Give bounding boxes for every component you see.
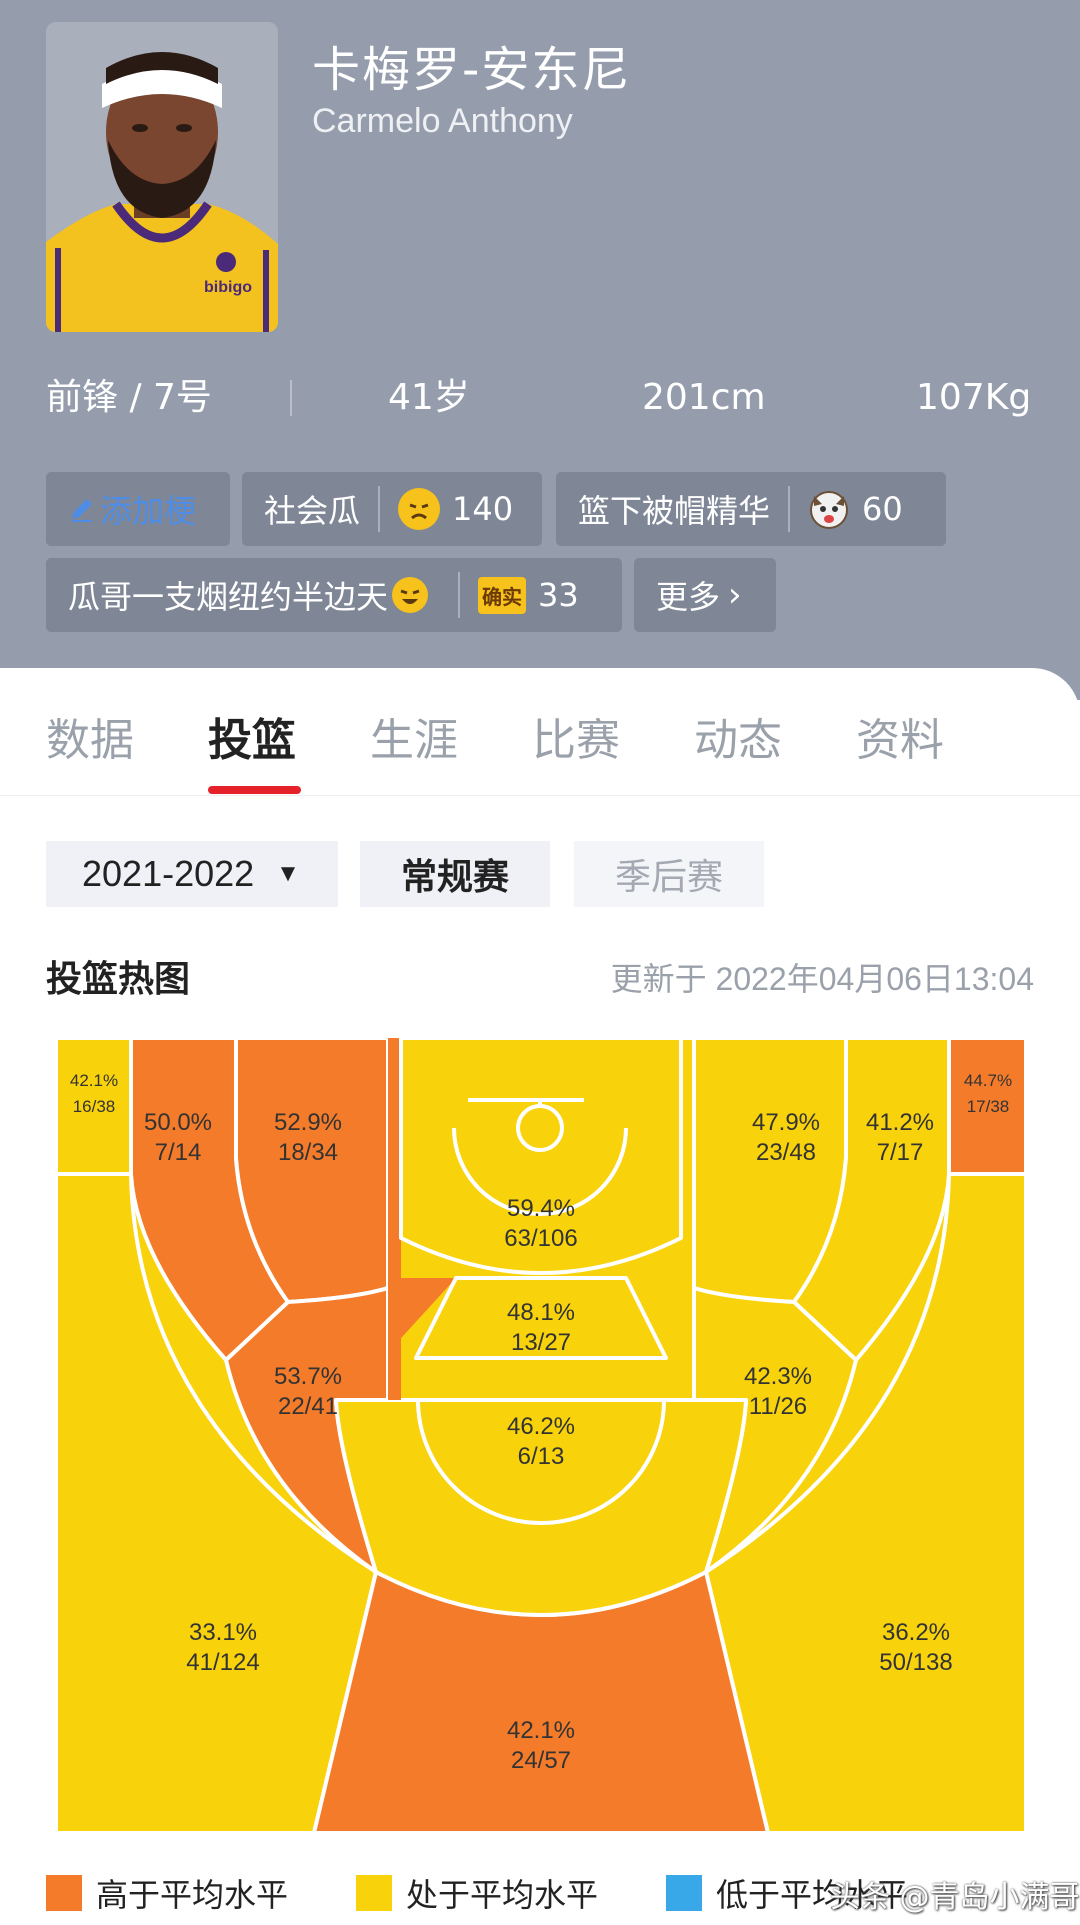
zone-label-pct: 33.1% [189, 1619, 257, 1646]
zone-label-pct: 48.1% [507, 1299, 575, 1326]
stat-height: 201cm [642, 377, 766, 418]
zone-label-pct: 42.1% [70, 1071, 118, 1090]
season-select-value: 2021-2022 [82, 853, 255, 894]
tag-item[interactable]: 社会瓜 140 [242, 472, 542, 546]
chevron-right-icon: › [728, 575, 742, 615]
player-avatar[interactable]: bibigo [46, 22, 278, 332]
heatmap-title: 投篮热图 [46, 959, 191, 1000]
facepalm-emoji-icon [398, 488, 441, 530]
tag-count: 140 [452, 490, 514, 528]
update-timestamp: 更新于 2022年04月06日13:04 [610, 961, 1034, 997]
legend-swatch [46, 1875, 82, 1911]
tag-count: 33 [538, 576, 579, 614]
zone-label-count: 17/38 [967, 1097, 1010, 1116]
zone-label-count: 41/124 [186, 1649, 259, 1676]
zone-label-count: 50/138 [879, 1649, 952, 1676]
tag-item[interactable]: 瓜哥一支烟纽约半边天 确实 33 [46, 558, 622, 632]
zone-label-count: 24/57 [511, 1747, 571, 1774]
zone-label-count: 18/34 [278, 1139, 338, 1166]
tag-text: 瓜哥一支烟纽约半边天 [68, 578, 389, 616]
shot-heatmap-court: 42.1% 16/38 50.0% 7/14 52.9% 18/34 59.4%… [56, 1038, 1026, 1833]
zone-label-pct: 59.4% [507, 1195, 575, 1222]
tab-profile[interactable]: 资料 [856, 715, 944, 766]
zone-label-pct: 52.9% [274, 1109, 342, 1136]
player-header: bibigo 卡梅罗-安东尼 Carmelo Anthony 前锋 / 7号 4… [0, 0, 1080, 700]
zone-label-pct: 47.9% [752, 1109, 820, 1136]
zone-label-pct: 42.1% [507, 1717, 575, 1744]
tag-count: 60 [862, 490, 903, 528]
zone-label-count: 11/26 [749, 1393, 807, 1420]
season-select[interactable]: 2021-2022 ▼ [46, 841, 338, 907]
player-name-en: Carmelo Anthony [312, 102, 573, 140]
zone-label-pct: 53.7% [274, 1363, 342, 1390]
laughing-emoji-icon [392, 577, 429, 613]
dog-emoji-icon [808, 488, 850, 530]
tag-divider [458, 572, 461, 618]
add-tag-label: 添加梗 [100, 492, 197, 530]
zone-label-count: 16/38 [73, 1097, 116, 1116]
zone-top-key-mid [334, 1398, 748, 1617]
tab-news[interactable]: 动态 [694, 715, 782, 766]
zone-label-pct: 50.0% [144, 1109, 212, 1136]
tab-data[interactable]: 数据 [46, 715, 134, 766]
player-photo: bibigo [46, 22, 278, 332]
zone-label-count: 6/13 [518, 1443, 565, 1470]
player-name-zh: 卡梅罗-安东尼 [312, 42, 632, 98]
tab-shooting[interactable]: 投篮 [208, 715, 296, 766]
caret-down-icon: ▼ [276, 860, 300, 887]
active-tab-indicator [208, 786, 301, 794]
tab-bar: 数据 投篮 生涯 比赛 动态 资料 [0, 668, 1080, 796]
stat-divider [290, 380, 292, 416]
legend-label: 高于平均水平 [96, 1876, 289, 1914]
jersey-sponsor-logo: bibigo [204, 279, 252, 296]
player-stats-row: 前锋 / 7号 41岁 201cm 107Kg [0, 370, 1080, 426]
watermark: 头条 @青岛小满哥 [830, 1880, 1080, 1915]
more-tags-button[interactable]: 更多 › [634, 558, 776, 632]
stat-age: 41岁 [388, 377, 470, 418]
legend-label: 处于平均水平 [406, 1876, 599, 1914]
legend-swatch [356, 1875, 392, 1911]
zone-label-pct: 36.2% [882, 1619, 950, 1646]
tag-divider [378, 486, 381, 532]
zone-label-count: 23/48 [756, 1139, 816, 1166]
legend-swatch [666, 1875, 702, 1911]
zone-label-count: 7/14 [155, 1139, 202, 1166]
zone-label-count: 22/41 [278, 1393, 338, 1420]
playoff-button[interactable]: 季后赛 [574, 841, 764, 907]
tag-text: 社会瓜 [264, 492, 361, 530]
zone-label-pct: 42.3% [744, 1363, 812, 1390]
tag-divider [788, 486, 791, 532]
zone-restricted-area [399, 1038, 683, 1275]
tag-item[interactable]: 篮下被帽精华 60 [556, 472, 946, 546]
zone-label-count: 63/106 [504, 1225, 577, 1252]
legend-above-average: 高于平均水平 [46, 1870, 288, 1916]
legend-below-average: 低于平均水平 [666, 1870, 908, 1916]
heatmap-legend: 高于平均水平 处于平均水平 低于平均水平 [0, 1870, 1080, 1920]
tab-games[interactable]: 比赛 [532, 715, 620, 766]
more-tags-label: 更多 [656, 578, 721, 616]
zone-label-pct: 44.7% [964, 1071, 1012, 1090]
tag-badge: 确实 [478, 576, 527, 614]
zone-label-pct: 41.2% [866, 1109, 934, 1136]
stat-position-number: 前锋 / 7号 [46, 377, 212, 418]
pencil-icon [72, 499, 92, 522]
tab-career[interactable]: 生涯 [370, 715, 458, 766]
zone-label-pct: 46.2% [507, 1413, 575, 1440]
zone-label-count: 7/17 [877, 1139, 924, 1166]
tag-text: 篮下被帽精华 [578, 492, 771, 530]
add-tag-button[interactable]: 添加梗 [46, 472, 230, 546]
legend-label: 低于平均水平 [716, 1876, 909, 1914]
stat-weight: 107Kg [916, 377, 1032, 418]
regular-season-button[interactable]: 常规赛 [360, 841, 550, 907]
legend-average: 处于平均水平 [356, 1870, 598, 1916]
zone-label-count: 13/27 [511, 1329, 571, 1356]
